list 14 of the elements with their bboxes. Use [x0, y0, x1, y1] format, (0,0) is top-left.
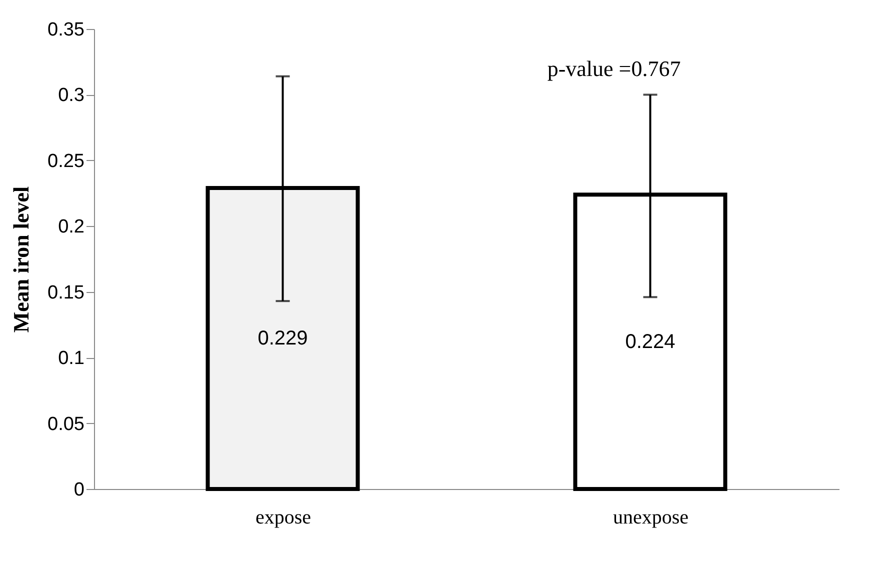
y-tick-label: 0.35	[48, 20, 84, 40]
y-tick-label: 0.15	[48, 282, 84, 304]
y-tick-label: 0.25	[48, 150, 84, 172]
x-tick-label: expose	[255, 506, 312, 528]
y-tick-label: 0.2	[58, 216, 84, 238]
y-tick-label: 0.05	[48, 414, 84, 435]
x-tick-label: unexpose	[612, 506, 689, 528]
y-axis-title: Mean iron level	[8, 186, 34, 333]
annotation: p-value =0.767	[547, 56, 681, 81]
y-tick-label: 0	[74, 480, 84, 500]
data-label: 0.229	[258, 328, 308, 350]
data-label: 0.224	[625, 330, 676, 353]
y-tick-label: 0.3	[58, 85, 84, 106]
y-tick-label: 0.1	[58, 348, 84, 370]
